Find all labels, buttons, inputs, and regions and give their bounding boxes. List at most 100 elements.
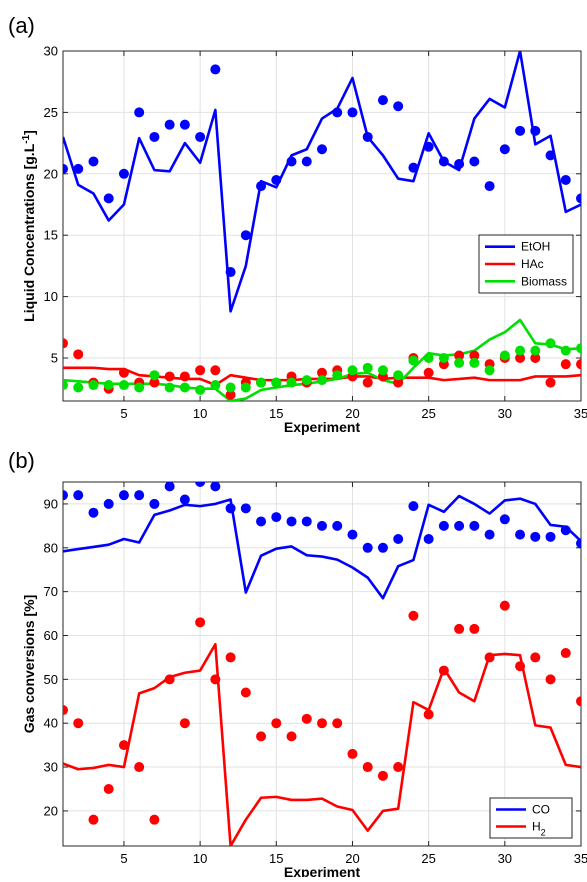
legend-label-biomass: Biomass (521, 274, 567, 288)
biomass-data-point (149, 370, 160, 381)
co-data-point (469, 520, 480, 531)
co-data-point (515, 529, 526, 540)
x-tick-label: 5 (120, 851, 127, 866)
x-tick-label: 10 (193, 851, 207, 866)
y-axis-title-main: Liquid Concentrations [g.L (21, 143, 37, 322)
y-tick-label: 25 (44, 105, 58, 120)
h2-series-line (63, 642, 581, 846)
x-tick-label: 25 (421, 851, 435, 866)
co-data-point (149, 498, 160, 509)
h2-data-point (560, 648, 571, 659)
biomass-data-point (179, 382, 190, 393)
h2-data-point (195, 617, 206, 628)
h2-data-point (362, 762, 373, 773)
co-data-point (454, 520, 465, 531)
h2-data-point (88, 814, 99, 825)
hac-data-point (210, 365, 221, 376)
plot-area (63, 482, 581, 846)
biomass-data-point (484, 365, 495, 376)
co-data-point (393, 534, 404, 545)
h2-data-point (134, 762, 145, 773)
etoh-data-point (103, 193, 114, 204)
h2-data-point (240, 687, 251, 698)
etoh-data-point (240, 230, 251, 241)
co-data-point (332, 520, 343, 531)
biomass-data-point (332, 370, 343, 381)
x-tick-label: 15 (269, 406, 283, 421)
biomass-data-point (210, 380, 221, 391)
etoh-data-point (317, 144, 327, 155)
biomass-data-point (423, 353, 434, 364)
biomass-data-point (317, 375, 327, 386)
panel-b: (b) 5 10 15 20 25 30 35 20 30 40 50 60 70 80 90 Experime… (8, 448, 587, 880)
hac-data-point (73, 349, 84, 360)
co-data-point (225, 503, 236, 514)
legend: CO H2 (489, 797, 573, 839)
x-tick-label: 30 (498, 851, 512, 866)
etoh-data-point (286, 156, 297, 167)
co-data-point (240, 503, 251, 514)
etoh-data-point (225, 267, 236, 278)
h2-data-point (210, 674, 221, 685)
etoh-data-point (149, 131, 160, 142)
panel-label: (b) (8, 448, 35, 473)
legend-label-co: CO (532, 803, 550, 817)
x-tick-label: 20 (345, 851, 359, 866)
etoh-data-point (469, 156, 480, 167)
etoh-data-point (377, 95, 388, 106)
co-data-point (301, 516, 312, 527)
x-tick-label: 20 (345, 406, 359, 421)
biomass-data-point (118, 380, 129, 391)
y-tick-label: 40 (44, 716, 58, 731)
co-data-point (560, 525, 571, 536)
legend-label-h2: H2 (532, 820, 546, 838)
etoh-data-point (347, 107, 358, 118)
hac-data-point (164, 371, 175, 382)
biomass-data-point (240, 382, 251, 393)
etoh-data-point (454, 158, 465, 169)
hac-data-point (393, 377, 404, 388)
h2-data-point (576, 696, 581, 707)
h2-data-point (256, 731, 267, 742)
h2-data-point (179, 718, 190, 729)
y-tick-label: 70 (44, 584, 58, 599)
biomass-data-point (454, 357, 465, 368)
hac-data-point (149, 377, 160, 388)
biomass-data-point (134, 382, 145, 393)
hac-data-point (362, 377, 373, 388)
biomass-data-point (103, 380, 114, 391)
panel-a: (a) 5 10 15 20 25 30 35 5 10 15 20 25 30 Experiment Liq… (8, 13, 587, 435)
etoh-data-point (134, 107, 145, 118)
biomass-data-point (73, 382, 84, 393)
h2-data-point (530, 652, 541, 663)
y-tick-label: 90 (44, 496, 58, 511)
etoh-data-point (515, 125, 526, 136)
biomass-data-point (225, 382, 236, 393)
biomass-data-point (164, 382, 175, 393)
h2-data-point (118, 740, 129, 751)
etoh-data-point (73, 163, 84, 174)
y-tick-label: 60 (44, 628, 58, 643)
y-tick-label: 30 (44, 760, 58, 775)
biomass-data-point (347, 365, 358, 376)
h2-data-point (454, 623, 465, 634)
co-data-point (484, 529, 495, 540)
h2-data-point (63, 705, 68, 716)
x-tick-label: 30 (498, 406, 512, 421)
co-data-point (377, 542, 388, 553)
legend-label-hac: HAc (521, 257, 544, 271)
etoh-data-point (499, 144, 510, 155)
y-tick-label: 80 (44, 540, 58, 555)
etoh-data-point (179, 119, 190, 130)
h2-data-point (545, 674, 556, 685)
h2-data-point (347, 748, 358, 759)
y-tick-label: 10 (44, 289, 58, 304)
co-data-point (347, 529, 358, 540)
etoh-data-point (530, 125, 541, 136)
axes-box (62, 481, 582, 847)
y-axis-title-sup: -1 (21, 134, 32, 143)
hac-data-point (545, 377, 556, 388)
co-data-point (63, 490, 68, 501)
etoh-data-point (271, 174, 282, 185)
